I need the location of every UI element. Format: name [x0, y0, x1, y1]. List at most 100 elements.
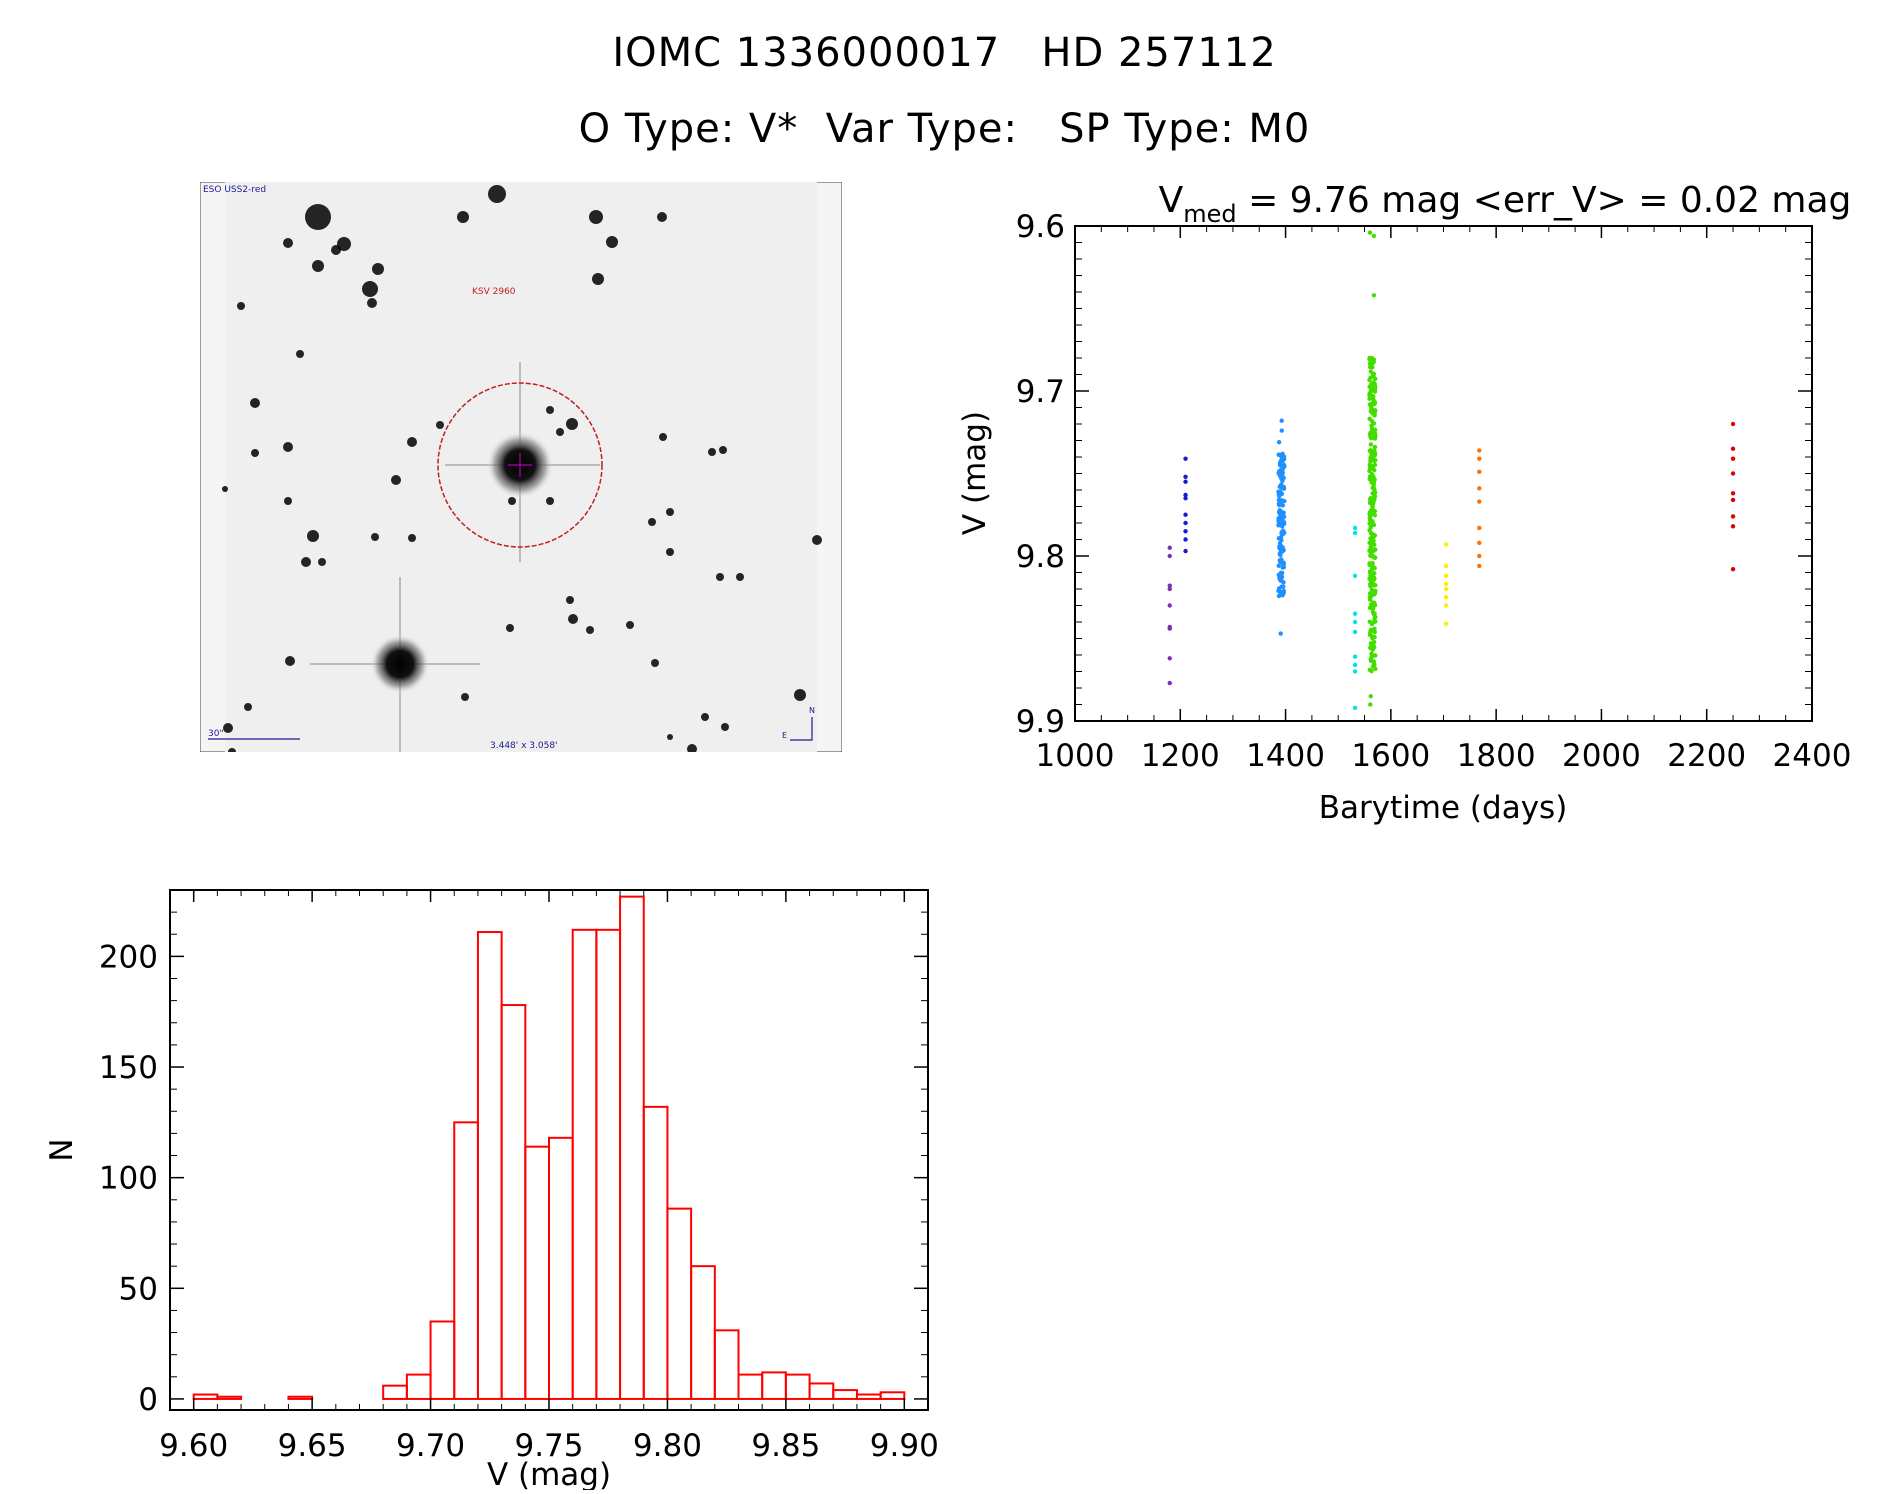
field-star: [436, 421, 444, 429]
lc-point: [1477, 469, 1482, 475]
lc-ytick-label: 9.8: [1016, 539, 1065, 575]
lc-xtick-label: 1800: [1457, 738, 1536, 774]
lc-point: [1730, 446, 1736, 451]
lc-point: [1371, 542, 1377, 547]
field-star: [606, 236, 618, 248]
lc-title: Vmed = 9.76 mag <err_V> = 0.02 mag: [1159, 180, 1852, 228]
lc-point: [1369, 567, 1375, 572]
lc-point: [1277, 493, 1282, 499]
hist-bar: [832, 1389, 858, 1400]
lc-point: [1167, 553, 1172, 559]
lc-point: [1276, 439, 1282, 445]
lc-point: [1277, 541, 1283, 546]
hist-bar: [713, 1329, 740, 1400]
lc-point: [1352, 619, 1358, 625]
lc-point: [1276, 593, 1282, 599]
lc-point: [1368, 577, 1374, 582]
field-star: [687, 744, 697, 752]
hist-xlabel: V (mag): [487, 1457, 611, 1490]
field-star: [312, 260, 324, 272]
lc-point: [1443, 586, 1449, 592]
lc-point: [1367, 562, 1372, 567]
field-star: [407, 437, 417, 447]
lc-point: [1368, 594, 1373, 599]
hist-xtick-label: 9.90: [870, 1428, 939, 1464]
light-curve-chart: Vmed = 9.76 mag <err_V> = 0.02 mag 1000 1…: [957, 180, 1852, 826]
lc-point: [1371, 380, 1376, 385]
hist-bar: [524, 1145, 550, 1400]
field-star: [331, 245, 341, 255]
field-star: [506, 624, 514, 632]
lc-point: [1278, 560, 1283, 565]
field-star: [651, 659, 659, 667]
field-star: [362, 281, 378, 297]
lc-point: [1368, 369, 1374, 374]
field-star: [812, 535, 822, 545]
lc-point: [1730, 471, 1736, 476]
lc-point: [1369, 454, 1375, 459]
lc-point: [1278, 452, 1283, 458]
lc-point: [1367, 377, 1372, 383]
lc-point: [1167, 545, 1172, 550]
lc-point: [1369, 507, 1375, 512]
size-label: 3.448' x 3.058': [490, 741, 558, 751]
lc-point: [1369, 406, 1374, 411]
field-star: [657, 212, 667, 222]
lc-point: [1367, 396, 1372, 401]
lc-point: [1372, 662, 1377, 668]
hist-bar: [690, 1265, 716, 1400]
lc-point: [1371, 538, 1376, 543]
lc-point: [1276, 572, 1282, 577]
finder-top-left-label: ESO USS2-red: [203, 185, 266, 195]
lc-point: [1443, 603, 1449, 608]
lc-point: [1477, 448, 1482, 453]
lc-point: [1370, 522, 1376, 527]
lc-point: [1370, 635, 1375, 641]
lc-point: [1372, 448, 1377, 453]
lc-point: [1368, 496, 1373, 501]
scale-label: 30": [208, 729, 224, 739]
lc-point: [1477, 553, 1482, 559]
lc-point: [1370, 531, 1375, 537]
lc-point: [1368, 442, 1374, 447]
lc-point: [1369, 480, 1374, 485]
lc-point: [1371, 591, 1377, 596]
lc-point: [1167, 583, 1172, 588]
target-circle: [437, 382, 603, 548]
lc-point: [1372, 462, 1378, 468]
field-star: [666, 508, 674, 516]
finder-stars: [222, 185, 822, 752]
field-star: [648, 518, 656, 526]
lc-xtick-label: 1400: [1246, 738, 1325, 774]
lc-point: [1730, 567, 1736, 572]
hist-bar: [642, 1105, 669, 1400]
field-star: [301, 557, 311, 567]
lc-point: [1279, 418, 1284, 423]
lc-point: [1477, 499, 1482, 504]
lc-point: [1277, 551, 1282, 557]
lc-point: [1372, 494, 1378, 499]
finder-target-label: KSV 2960: [472, 287, 516, 297]
lc-point: [1367, 467, 1373, 472]
lc-point: [1443, 573, 1449, 578]
field-star: [251, 449, 259, 457]
lc-point: [1279, 511, 1285, 516]
lc-point: [1167, 680, 1172, 686]
lc-point: [1372, 458, 1377, 463]
lc-point: [1367, 230, 1373, 235]
field-star: [284, 497, 292, 505]
lc-point: [1368, 694, 1373, 699]
field-star: [719, 446, 727, 454]
lc-point: [1368, 702, 1373, 707]
field-star: [237, 302, 245, 310]
field-star: [371, 533, 379, 541]
hist-ylabel: N: [44, 1138, 80, 1161]
field-star: [372, 263, 384, 275]
field-star: [337, 237, 351, 251]
lc-point: [1352, 662, 1358, 668]
lc-point: [1281, 561, 1287, 566]
lc-point: [1730, 524, 1736, 529]
lc-point: [1281, 564, 1287, 570]
lc-point: [1372, 603, 1378, 608]
lc-point: [1352, 611, 1358, 616]
